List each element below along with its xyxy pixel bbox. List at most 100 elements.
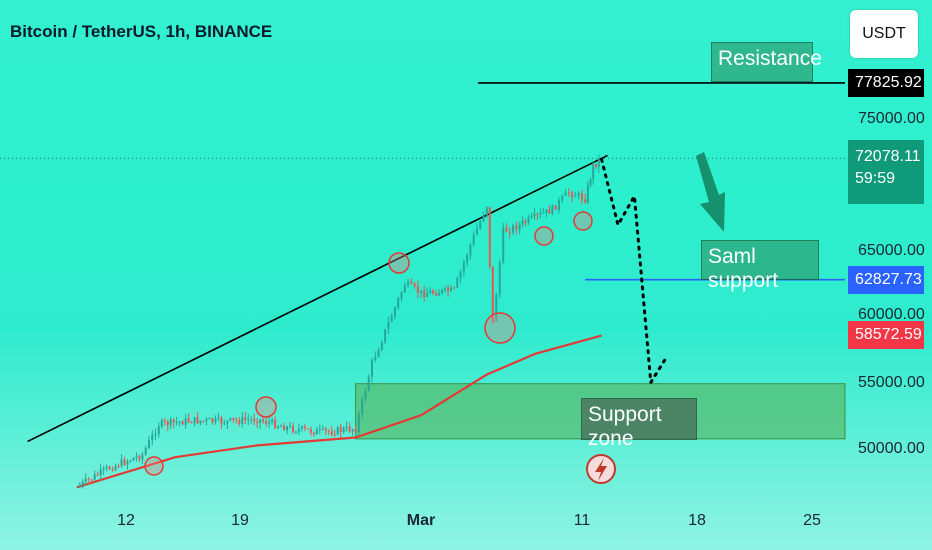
candle-body — [330, 431, 333, 435]
candle-body — [574, 196, 577, 198]
saml-support-label[interactable]: Saml support — [701, 240, 819, 292]
candle-body — [567, 192, 570, 194]
current-price-tag: 72078.11 59:59 — [848, 140, 924, 204]
highlight-circle — [534, 226, 554, 246]
candle-body — [253, 418, 256, 422]
candle-body — [111, 469, 114, 471]
candle-body — [163, 420, 166, 422]
candle-body — [512, 225, 515, 233]
candle-body — [491, 266, 494, 322]
candle-body — [315, 429, 318, 435]
saml-support-price-tag: 62827.73 — [848, 266, 924, 294]
candle-body — [199, 420, 202, 424]
candle-body — [223, 423, 226, 425]
candle-body — [518, 224, 521, 230]
candle-body — [283, 426, 286, 431]
candle-body — [99, 469, 102, 476]
candle-body — [502, 227, 505, 263]
candle-body — [256, 421, 259, 424]
candle-body — [479, 220, 482, 229]
candle-body — [571, 192, 574, 198]
candle-body — [420, 290, 423, 293]
candle-body — [265, 421, 268, 424]
candle-body — [286, 426, 289, 431]
candle-body — [384, 329, 387, 343]
resistance-price-tag: 77825.92 — [848, 69, 924, 97]
candle-body — [324, 428, 327, 431]
candle-body — [105, 466, 108, 469]
candle-body — [78, 485, 81, 488]
candle-body — [438, 293, 441, 296]
current-price-value: 72078.11 — [855, 148, 921, 165]
candle-body — [453, 287, 455, 289]
candle-body — [297, 428, 300, 432]
candle-body — [597, 159, 600, 167]
candle-body — [306, 428, 309, 430]
candle-body — [339, 427, 342, 432]
candle-body — [333, 434, 336, 436]
candle-body — [423, 290, 426, 297]
candle-body — [426, 293, 429, 297]
candle-body — [247, 419, 250, 421]
candle-body — [539, 212, 542, 215]
candle-body — [351, 429, 354, 432]
candle-body — [336, 427, 339, 435]
candle-body — [250, 418, 253, 420]
candle-body — [84, 478, 87, 482]
candle-body — [259, 419, 262, 424]
candle-body — [548, 209, 551, 214]
candle-body — [377, 349, 380, 357]
candle-body — [181, 421, 184, 425]
candle-body — [238, 420, 241, 424]
candle-body — [345, 426, 348, 428]
candle-body — [508, 231, 511, 233]
candle-body — [232, 417, 235, 420]
candle-body — [364, 390, 367, 400]
candle-body — [429, 290, 432, 294]
candle-body — [120, 459, 123, 467]
candle-body — [472, 234, 475, 245]
candle-body — [178, 421, 181, 423]
y-tick-55000: 55000.00 — [858, 374, 925, 391]
candle-body — [187, 418, 190, 423]
candle-body — [527, 217, 530, 223]
candle-body — [413, 283, 416, 287]
candle-body — [557, 200, 560, 210]
candle-body — [166, 421, 169, 426]
candle-body — [96, 474, 99, 476]
candle-body — [169, 419, 172, 426]
candle-body — [348, 426, 351, 432]
candle-body — [90, 479, 93, 481]
candle-body — [380, 342, 383, 350]
candle-body — [151, 434, 154, 441]
candle-body — [138, 456, 141, 460]
y-tick-50000: 50000.00 — [858, 440, 925, 457]
candle-body — [367, 376, 370, 391]
candle-body — [450, 287, 453, 292]
candle-body — [129, 460, 132, 462]
resistance-label[interactable]: Resistance — [711, 42, 822, 82]
candle-body — [277, 426, 280, 429]
x-tick-12: 12 — [117, 512, 135, 529]
candle-body — [545, 209, 548, 213]
currency-selector[interactable]: USDT — [850, 10, 918, 58]
candle-body — [533, 213, 536, 216]
candle-body — [410, 281, 413, 284]
x-tick-18: 18 — [688, 512, 706, 529]
candle-body — [371, 359, 373, 377]
candle-body — [147, 440, 150, 449]
candle-body — [175, 421, 178, 423]
moving-average-price-tag: 58572.59 — [848, 321, 924, 349]
candle-body — [196, 417, 199, 424]
candle-body — [400, 292, 403, 299]
candle-body — [505, 227, 508, 232]
candle-body — [403, 285, 406, 293]
candle-body — [482, 215, 485, 221]
candle-body — [561, 195, 564, 201]
candle-body — [551, 205, 554, 214]
candle-body — [524, 220, 527, 223]
candle-body — [271, 419, 274, 423]
support-zone-label[interactable]: Support zone — [581, 398, 697, 450]
